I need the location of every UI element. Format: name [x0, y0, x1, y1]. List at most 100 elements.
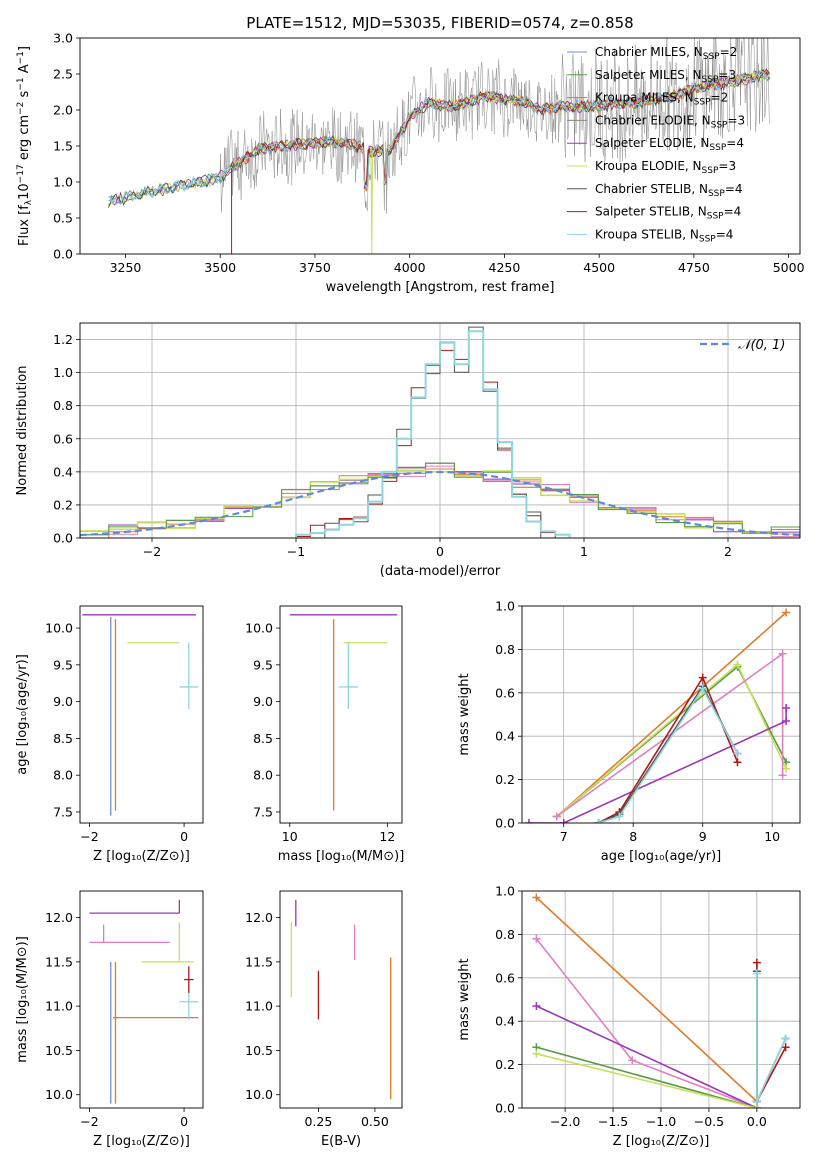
legend-item: Kroupa ELODIE, NSSP=3 — [595, 159, 736, 176]
ytick-label: 0.2 — [495, 772, 515, 787]
ytick-label: 0.2 — [495, 1057, 515, 1072]
xtick-label: 9 — [699, 829, 707, 844]
ytick-label: 0.6 — [495, 685, 515, 700]
ytick-label: 9.5 — [53, 657, 73, 672]
x-axis-label: (data-model)/error — [380, 564, 501, 579]
ytick-label: 0.0 — [53, 531, 73, 546]
xtick-label: 8 — [629, 829, 637, 844]
weight-marker — [698, 673, 707, 682]
weight-marker — [782, 764, 791, 773]
weight_vs_Z-panel: 0.0 0.2 0.4 0.6 0.8 1.0 −2.0 −1.5 −1.0 −0.5 0.0 Z [… — [457, 884, 801, 1149]
weight-marker — [778, 649, 787, 658]
age_vs_Z-plot-area — [82, 614, 199, 816]
xtick-label: 3500 — [204, 260, 236, 275]
legend-item: Chabrier MILES, NSSP=2 — [595, 45, 737, 62]
weight-line-salpeter_stelib — [598, 675, 739, 823]
axes-frame — [279, 890, 403, 1109]
legend-item: Salpeter STELIB, NSSP=4 — [595, 205, 741, 222]
xtick-label: 0.50 — [361, 1114, 389, 1129]
weight-line-chabrier_stelib — [756, 971, 787, 1102]
xtick-label: −0.5 — [694, 1114, 724, 1129]
mass_vs_Z-plot-area — [89, 899, 199, 1104]
x-axis-label: Z [log₁₀(Z/Z⊙)] — [93, 1134, 190, 1149]
weight-marker — [733, 660, 742, 669]
weight-line-chabrier_stelib — [598, 684, 739, 823]
legend-item: 𝒩(0, 1) — [738, 338, 785, 353]
xtick-label: −2 — [143, 544, 161, 559]
weight-marker — [781, 1043, 790, 1052]
ytick-label: 0.8 — [495, 642, 515, 657]
xtick-label: 0 — [436, 544, 444, 559]
weight-marker — [628, 1056, 637, 1065]
ytick-label: 8.0 — [53, 768, 73, 783]
xtick-label: −1 — [287, 544, 305, 559]
weight-marker — [698, 684, 707, 693]
weight-marker — [532, 893, 541, 902]
ytick-label: 1.0 — [495, 884, 515, 899]
xtick-label: 4750 — [678, 260, 710, 275]
ytick-label: 1.5 — [53, 139, 73, 154]
residuals-panel: 0.0 0.2 0.4 0.6 0.8 1.0 1.2 −2 −1 0 1 2 𝒩(0, 1) (data… — [15, 322, 801, 579]
ytick-label: 2.0 — [53, 103, 73, 118]
y-axis-label: mass [log₁₀(M/M⊙)] — [15, 936, 30, 1063]
x-axis-label: wavelength [Angstrom, rest frame] — [326, 280, 555, 295]
ytick-label: 0.4 — [495, 1014, 515, 1029]
weight-line-salpeter_stelib — [756, 962, 787, 1102]
ytick-label: 11.0 — [45, 999, 73, 1014]
ytick-label: 7.5 — [253, 804, 273, 819]
ytick-label: 10.0 — [45, 1087, 73, 1102]
ytick-label: 8.5 — [253, 731, 273, 746]
ytick-label: 0.6 — [53, 431, 73, 446]
xtick-label: 7 — [560, 829, 568, 844]
weight-marker — [532, 934, 541, 943]
x-axis-label: E(B-V) — [321, 1134, 361, 1149]
ytick-label: 0.0 — [53, 247, 73, 262]
xtick-label: 0 — [180, 1114, 188, 1129]
y-axis-label: age [log₁₀(age/yr)] — [15, 654, 30, 775]
histogram-narrow-salpeter_stelib — [295, 330, 570, 538]
axes-frame — [79, 890, 204, 1109]
ytick-label: 0.0 — [495, 1101, 515, 1116]
weight-line-kroupa_elodie — [536, 1053, 758, 1108]
ytick-label: 0.5 — [53, 211, 73, 226]
y-axis-label: mass weight — [457, 673, 472, 755]
y-axis-label: mass weight — [457, 958, 472, 1040]
weight-marker — [552, 812, 561, 821]
series-line-kroupa_stelib — [108, 70, 770, 206]
weight-line-pink — [556, 652, 784, 818]
weight-marker — [594, 819, 603, 823]
weight-line-kroupa_elodie — [556, 663, 787, 818]
weight-marker — [782, 703, 791, 712]
x-axis-label: Z [log₁₀(Z/Z⊙)] — [93, 849, 190, 864]
ytick-label: 8.0 — [253, 768, 273, 783]
y-axis-label: Normed distribution — [15, 366, 30, 496]
series-line-salpeter_elodie — [108, 69, 770, 206]
weight-marker — [559, 819, 568, 823]
x-axis-label: mass [log₁₀(M/M⊙)] — [278, 849, 405, 864]
xtick-label: −1.0 — [646, 1114, 676, 1129]
weight-marker — [532, 1049, 541, 1058]
xtick-label: 4500 — [583, 260, 615, 275]
legend-item: Chabrier STELIB, NSSP=4 — [595, 182, 743, 199]
histogram-narrow-kroupa_stelib — [295, 330, 571, 538]
ytick-label: 1.0 — [53, 365, 73, 380]
xtick-label: −2.0 — [550, 1114, 580, 1129]
ytick-label: 10.0 — [45, 621, 73, 636]
weight-line-salpeter_elodie — [528, 708, 787, 823]
weight-line-pink — [535, 938, 758, 1108]
x-axis-label: age [log₁₀(age/yr)] — [601, 849, 722, 864]
xtick-label: 10 — [764, 829, 780, 844]
legend-item: Chabrier ELODIE, NSSP=3 — [595, 113, 745, 130]
ytick-label: 11.5 — [45, 954, 73, 969]
spectrum-panel: 0.0 0.5 1.0 1.5 2.0 2.5 3.0 3250 3500 3750 4000 425… — [16, 31, 805, 296]
axes-frame — [521, 605, 801, 824]
xtick-label: 10 — [282, 829, 298, 844]
xtick-label: 0 — [180, 829, 188, 844]
ytick-label: 10.5 — [45, 1043, 73, 1058]
ytick-label: 9.0 — [53, 694, 73, 709]
ytick-label: 11.0 — [245, 999, 273, 1014]
ytick-label: 0.8 — [495, 927, 515, 942]
weight-marker — [778, 771, 787, 780]
weight_vs_Z-plot-area — [532, 893, 790, 1108]
